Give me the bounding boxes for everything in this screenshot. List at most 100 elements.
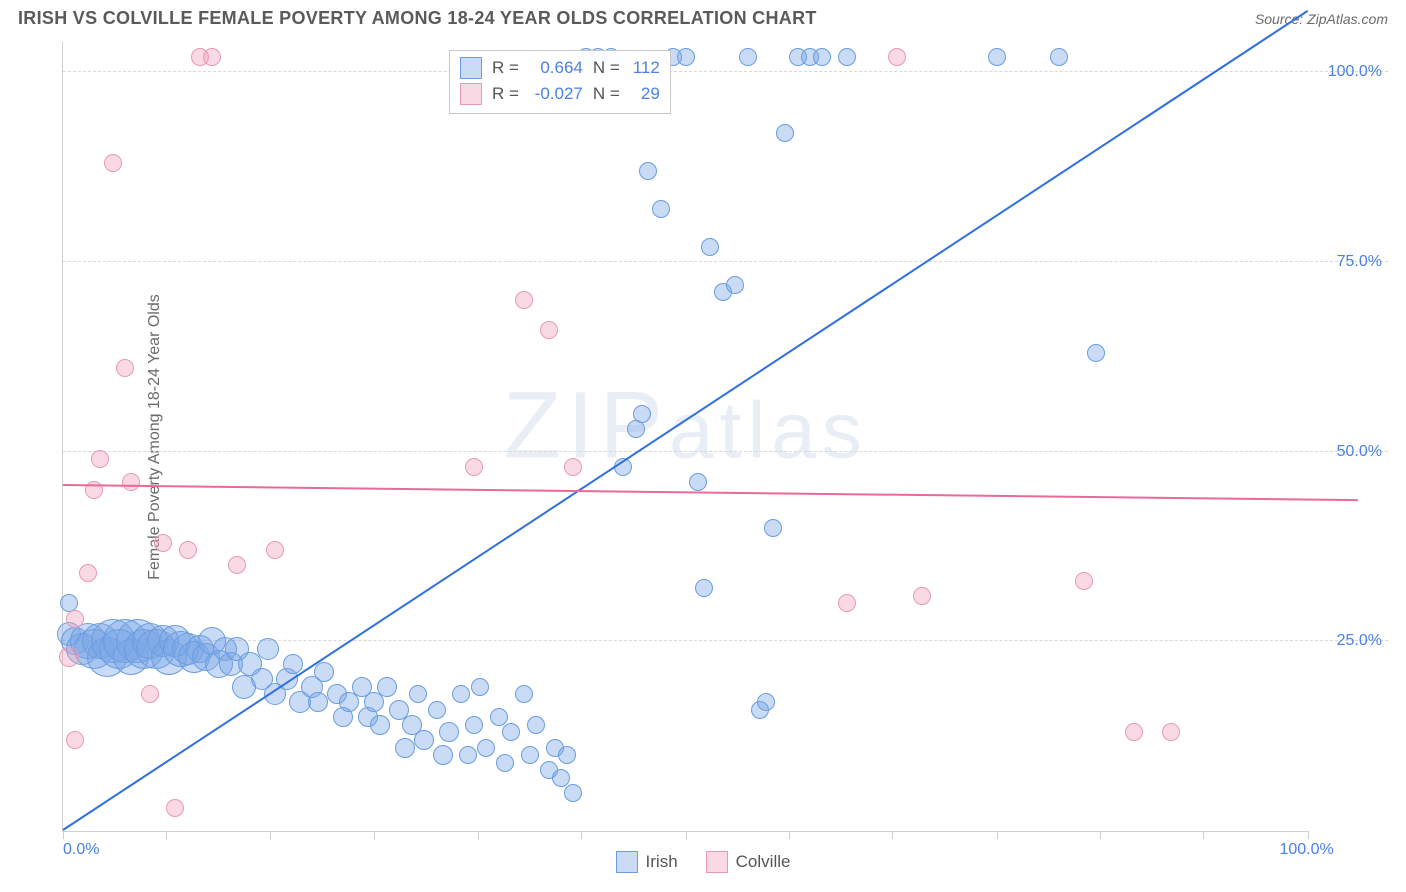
chart-area: Female Poverty Among 18-24 Year Olds ZIP… (40, 42, 1388, 832)
x-tick (1203, 831, 1204, 839)
y-tick-label: 75.0% (1337, 253, 1382, 271)
data-point (66, 610, 84, 628)
data-point (1125, 723, 1143, 741)
plot-region: ZIPatlas 25.0%50.0%75.0%100.0%0.0%100.0%… (62, 42, 1308, 832)
data-point (564, 784, 582, 802)
x-tick (63, 831, 64, 839)
data-point (701, 238, 719, 256)
y-tick-label: 25.0% (1337, 632, 1382, 650)
y-tick-label: 100.0% (1328, 63, 1382, 81)
data-point (471, 678, 489, 696)
data-point (490, 708, 508, 726)
stats-row: R =-0.027N =29 (460, 81, 660, 107)
stat-n-label: N = (593, 58, 620, 78)
data-point (1050, 48, 1068, 66)
data-point (141, 685, 159, 703)
x-tick (789, 831, 790, 839)
legend-label: Irish (646, 852, 678, 872)
data-point (838, 594, 856, 612)
data-point (764, 519, 782, 537)
data-point (552, 769, 570, 787)
data-point (59, 647, 79, 667)
x-tick (374, 831, 375, 839)
source-attribution: Source: ZipAtlas.com (1255, 11, 1388, 27)
data-point (1087, 344, 1105, 362)
x-tick (1308, 831, 1309, 839)
stats-row: R = 0.664 N = 112 (460, 55, 660, 81)
data-point (564, 458, 582, 476)
legend-swatch (616, 851, 638, 873)
data-point (465, 458, 483, 476)
data-point (652, 200, 670, 218)
data-point (428, 701, 446, 719)
x-tick (581, 831, 582, 839)
data-point (104, 154, 122, 172)
stat-r-value: -0.027 (525, 84, 583, 104)
data-point (228, 556, 246, 574)
data-point (122, 473, 140, 491)
data-point (452, 685, 470, 703)
gridline (63, 261, 1388, 262)
data-point (166, 799, 184, 817)
data-point (377, 677, 397, 697)
stat-n-label: N = (593, 84, 620, 104)
data-point (154, 534, 172, 552)
x-tick (1100, 831, 1101, 839)
data-point (838, 48, 856, 66)
data-point (91, 450, 109, 468)
data-point (433, 745, 453, 765)
stat-r-label: R = (492, 58, 519, 78)
x-tick (997, 831, 998, 839)
trend-line (63, 484, 1358, 501)
stat-r-value: 0.664 (525, 58, 583, 78)
data-point (116, 359, 134, 377)
data-point (558, 746, 576, 764)
data-point (414, 730, 434, 750)
data-point (496, 754, 514, 772)
data-point (639, 162, 657, 180)
data-point (521, 746, 539, 764)
data-point (477, 739, 495, 757)
data-point (66, 731, 84, 749)
data-point (502, 723, 520, 741)
data-point (1075, 572, 1093, 590)
x-tick (478, 831, 479, 839)
legend: Irish Colville (0, 851, 1406, 878)
data-point (314, 662, 334, 682)
watermark: ZIPatlas (503, 371, 868, 480)
data-point (257, 638, 279, 660)
data-point (739, 48, 757, 66)
data-point (888, 48, 906, 66)
series-swatch (460, 83, 482, 105)
data-point (459, 746, 477, 764)
stat-n-value: 112 (626, 58, 660, 78)
stat-n-value: 29 (626, 84, 660, 104)
x-tick (270, 831, 271, 839)
chart-title: IRISH VS COLVILLE FEMALE POVERTY AMONG 1… (18, 8, 817, 29)
x-tick (686, 831, 687, 839)
data-point (689, 473, 707, 491)
data-point (409, 685, 427, 703)
legend-item: Colville (706, 851, 791, 873)
gridline (63, 71, 1388, 72)
gridline (63, 451, 1388, 452)
data-point (266, 541, 284, 559)
stats-box: R = 0.664 N = 112R = -0.027 N = 29 (449, 50, 671, 114)
data-point (465, 716, 483, 734)
legend-label: Colville (736, 852, 791, 872)
legend-item: Irish (616, 851, 678, 873)
x-tick (166, 831, 167, 839)
data-point (695, 579, 713, 597)
data-point (1162, 723, 1180, 741)
data-point (79, 564, 97, 582)
data-point (813, 48, 831, 66)
trend-line (62, 10, 1308, 831)
data-point (203, 48, 221, 66)
data-point (515, 291, 533, 309)
data-point (726, 276, 744, 294)
legend-swatch (706, 851, 728, 873)
data-point (677, 48, 695, 66)
data-point (370, 715, 390, 735)
series-swatch (460, 57, 482, 79)
data-point (988, 48, 1006, 66)
